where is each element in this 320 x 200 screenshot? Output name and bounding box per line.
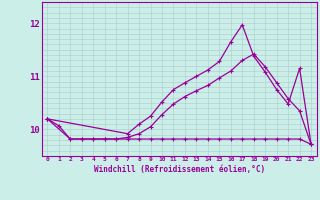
X-axis label: Windchill (Refroidissement éolien,°C): Windchill (Refroidissement éolien,°C): [94, 165, 265, 174]
